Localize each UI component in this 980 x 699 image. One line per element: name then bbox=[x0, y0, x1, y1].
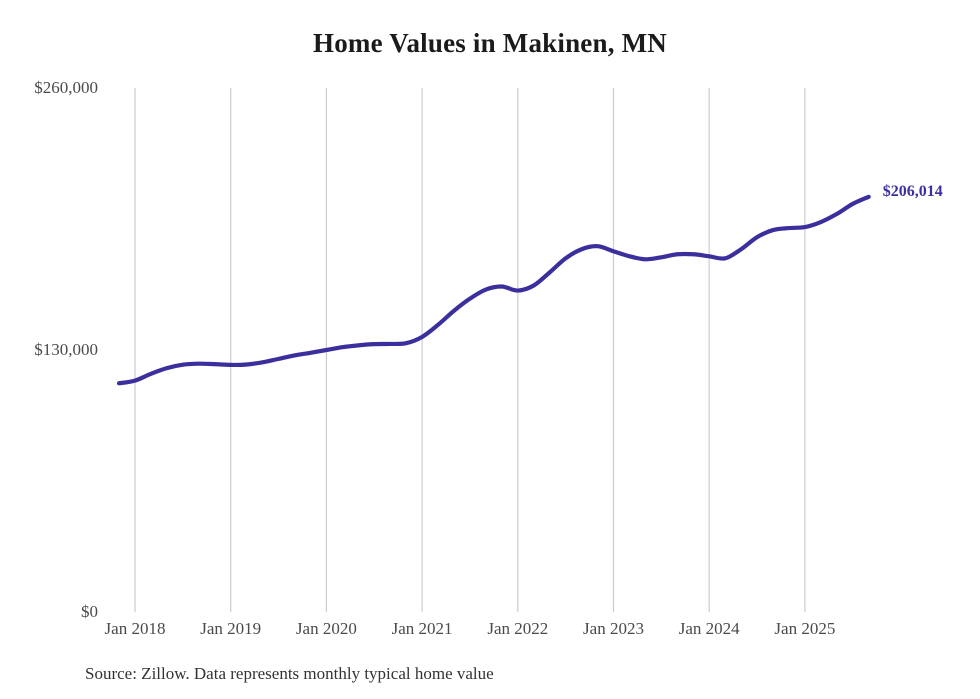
y-axis-tick-label: $260,000 bbox=[34, 78, 98, 97]
x-axis-tick-label: Jan 2024 bbox=[678, 619, 740, 638]
page-title: Home Values in Makinen, MN bbox=[313, 28, 667, 58]
y-axis-tick-label: $130,000 bbox=[34, 340, 98, 359]
x-axis-tick-label: Jan 2018 bbox=[104, 619, 166, 638]
x-gridlines bbox=[134, 88, 806, 612]
x-axis-tick-label: Jan 2022 bbox=[487, 619, 549, 638]
x-axis-tick-label: Jan 2020 bbox=[295, 619, 357, 638]
source-note: Source: Zillow. Data represents monthly … bbox=[85, 664, 494, 683]
x-axis-tick-label: Jan 2019 bbox=[200, 619, 262, 638]
x-axis-tick-label: Jan 2025 bbox=[774, 619, 836, 638]
x-axis-tick-label: Jan 2023 bbox=[583, 619, 644, 638]
home-value-line bbox=[116, 194, 871, 386]
x-axis-tick-label: Jan 2021 bbox=[391, 619, 453, 638]
y-axis-tick-label: $0 bbox=[81, 602, 98, 621]
end-value-annotation: $206,014 bbox=[882, 182, 943, 200]
